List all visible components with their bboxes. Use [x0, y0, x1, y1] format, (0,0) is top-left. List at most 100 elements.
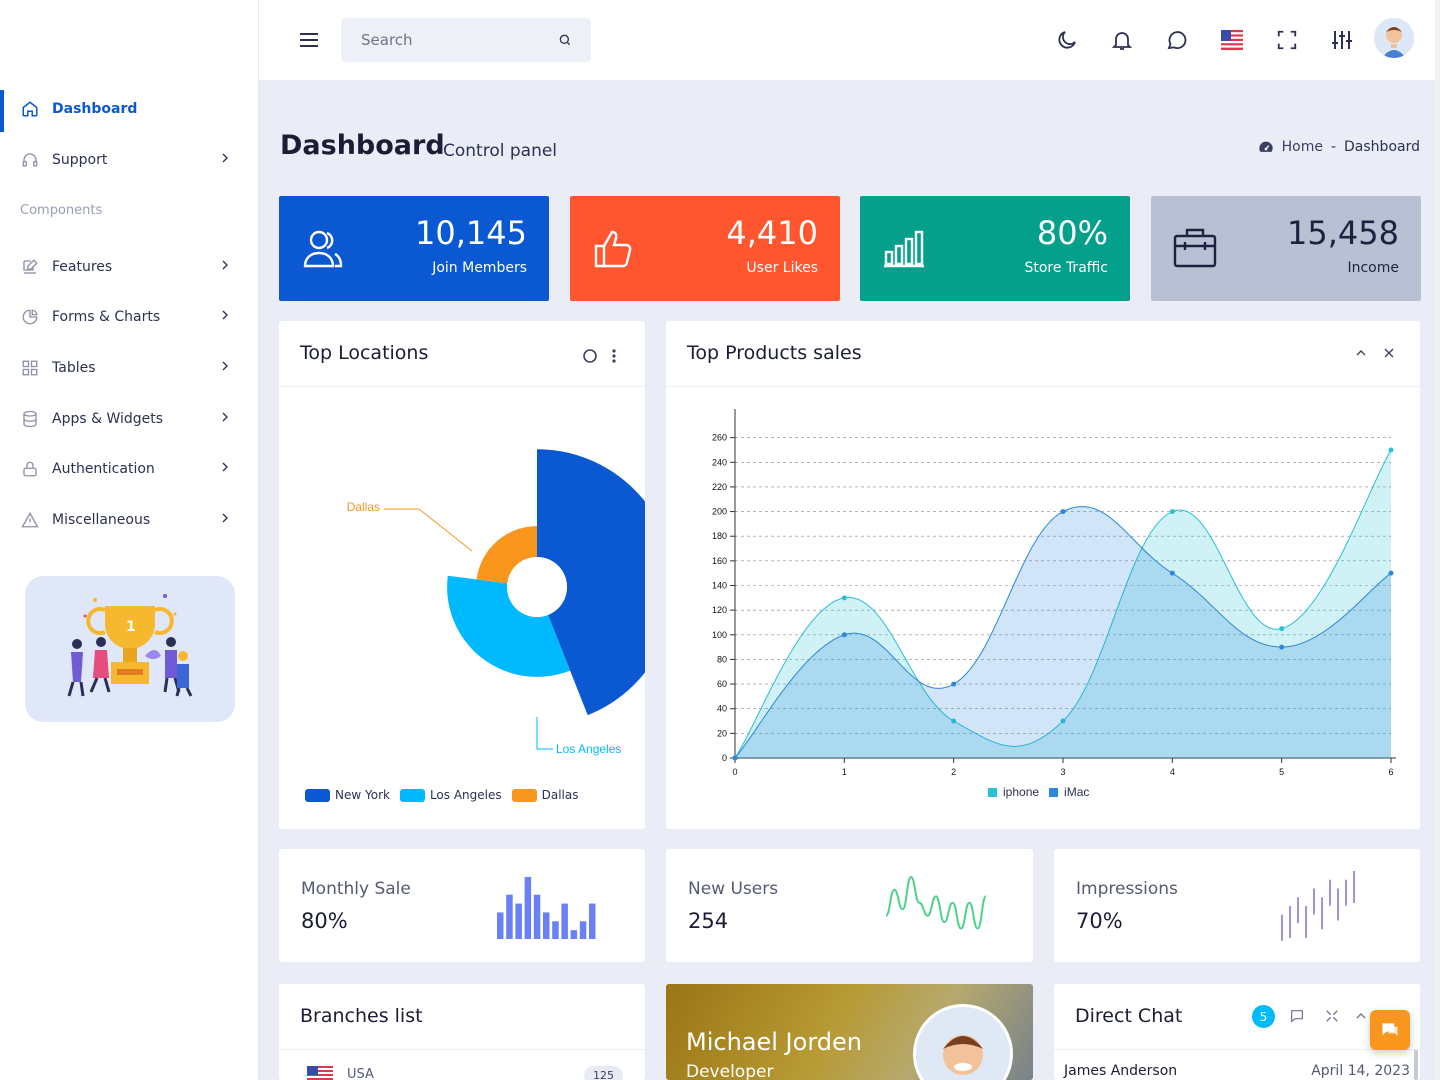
sidebar-item-apps-widgets[interactable]: Apps & Widgets	[0, 396, 259, 442]
legend-label: New York	[335, 788, 390, 802]
refresh-icon[interactable]	[582, 348, 598, 364]
chat-bubble-icon	[1382, 1023, 1398, 1036]
us-flag-icon[interactable]	[1218, 26, 1246, 54]
breadcrumb-home[interactable]: Home	[1281, 139, 1323, 155]
profile-avatar[interactable]	[913, 1004, 1013, 1080]
page-scrollbar[interactable]	[1435, 0, 1440, 1080]
legend-swatch	[988, 787, 997, 797]
sidebar-item-features[interactable]: Features	[0, 244, 259, 290]
x-tick-label: 6	[1388, 767, 1393, 777]
more-vertical-icon[interactable]	[609, 348, 619, 364]
data-point-iphone[interactable]	[951, 718, 957, 724]
pie-slice-los-angeles[interactable]	[447, 575, 571, 677]
sidebar-item-dashboard[interactable]: Dashboard	[0, 86, 259, 132]
legend-swatch	[511, 788, 537, 802]
pie-icon	[20, 307, 40, 327]
pie-slice-new-york[interactable]	[537, 449, 645, 716]
chat-fab-button[interactable]	[1370, 1010, 1410, 1050]
spark-bar	[497, 912, 504, 939]
mini-stat-value: 70%	[1076, 909, 1123, 933]
card-divider	[1054, 1049, 1420, 1050]
y-tick-label: 240	[712, 457, 727, 467]
monthly-sale-sparkline	[497, 877, 596, 939]
data-point-iphone[interactable]	[1388, 447, 1394, 453]
legend-item-new-york[interactable]: New York	[305, 788, 390, 802]
sliders-icon[interactable]	[1328, 26, 1356, 54]
menu-icon[interactable]	[297, 28, 321, 52]
comment-icon[interactable]	[1289, 1008, 1305, 1024]
data-point-imac[interactable]	[1279, 644, 1285, 650]
x-tick-label: 5	[1279, 767, 1284, 777]
fullscreen-icon[interactable]	[1273, 26, 1301, 54]
data-point-imac[interactable]	[732, 755, 738, 761]
topbar	[259, 0, 1440, 80]
sidebar-item-miscellaneous[interactable]: Miscellaneous	[0, 497, 259, 543]
data-point-imac[interactable]	[1388, 570, 1394, 576]
data-point-iphone[interactable]	[1060, 718, 1066, 724]
close-icon[interactable]	[1381, 345, 1397, 361]
card-title: Direct Chat	[1075, 1005, 1183, 1027]
impressions-sparkline	[1281, 871, 1355, 941]
sidebar-item-label: Miscellaneous	[52, 512, 151, 528]
search-input[interactable]	[361, 31, 551, 49]
y-tick-label: 100	[712, 630, 727, 640]
new-users-card: New Users 254	[666, 849, 1033, 962]
moon-icon[interactable]	[1053, 26, 1081, 54]
data-point-imac[interactable]	[841, 632, 847, 638]
x-tick-label: 1	[842, 767, 847, 777]
chevron-up-icon[interactable]	[1353, 1008, 1369, 1024]
chevron-up-icon[interactable]	[1353, 345, 1369, 361]
legend-item-iphone[interactable]: iphone	[988, 785, 1039, 799]
chevron-right-icon	[222, 513, 228, 523]
y-tick-label: 160	[712, 556, 727, 566]
chevron-right-icon	[222, 462, 228, 472]
sidebar-item-support[interactable]: Support	[0, 137, 259, 183]
branch-country: USA	[347, 1067, 374, 1080]
chevron-right-icon	[222, 260, 228, 270]
chevron-right-icon	[222, 310, 228, 320]
y-tick-label: 140	[712, 581, 727, 591]
stat-label: Store Traffic	[1024, 260, 1108, 276]
sidebar-item-forms-charts[interactable]: Forms & Charts	[0, 294, 259, 340]
stat-card-traffic: 80% Store Traffic	[860, 196, 1130, 301]
data-point-iphone[interactable]	[841, 595, 847, 601]
chat-icon[interactable]	[1163, 26, 1191, 54]
stat-value: 10,145	[415, 214, 527, 252]
search-icon[interactable]	[557, 32, 573, 48]
chat-date: April 14, 2023	[1311, 1063, 1410, 1079]
data-point-imac[interactable]	[1169, 570, 1175, 576]
breadcrumb-separator: -	[1330, 139, 1337, 155]
data-point-imac[interactable]	[951, 681, 957, 687]
legend-label: Los Angeles	[429, 788, 502, 802]
list-item[interactable]: USA 125	[307, 1066, 623, 1080]
pie-slice-dallas[interactable]	[476, 526, 537, 584]
chat-count-badge: 5	[1252, 1005, 1275, 1028]
stat-value: 80%	[1036, 214, 1108, 252]
data-point-iphone[interactable]	[1279, 626, 1285, 632]
chevron-right-icon	[222, 412, 228, 422]
card-divider	[279, 386, 645, 387]
sidebar-item-tables[interactable]: Tables	[0, 345, 259, 391]
data-label-los-angeles: Los Angeles	[556, 742, 621, 756]
legend-item-imac[interactable]: iMac	[1049, 785, 1089, 799]
new-users-sparkline	[885, 875, 987, 930]
legend-label: iMac	[1064, 785, 1090, 799]
data-point-iphone[interactable]	[1169, 509, 1175, 515]
x-tick-label: 2	[951, 767, 956, 777]
label-line-los-angeles	[536, 717, 553, 750]
sidebar-item-authentication[interactable]: Authentication	[0, 446, 259, 492]
legend-item-dallas[interactable]: Dallas	[511, 788, 579, 802]
legend-item-los-angeles[interactable]: Los Angeles	[399, 788, 502, 802]
data-point-imac[interactable]	[1060, 509, 1066, 515]
edit-icon	[20, 257, 40, 277]
bell-icon[interactable]	[1108, 26, 1136, 54]
chat-scrollbar[interactable]	[1414, 1050, 1418, 1080]
x-tick-label: 3	[1060, 767, 1065, 777]
dashboard-gauge-icon	[1258, 141, 1273, 152]
avatar[interactable]	[1374, 18, 1414, 58]
x-tick-label: 4	[1170, 767, 1175, 777]
chat-contact-name[interactable]: James Anderson	[1064, 1063, 1178, 1079]
expand-icon[interactable]	[1324, 1008, 1340, 1024]
profile-name: Michael Jorden	[686, 1028, 862, 1056]
spark-bar	[589, 903, 596, 939]
